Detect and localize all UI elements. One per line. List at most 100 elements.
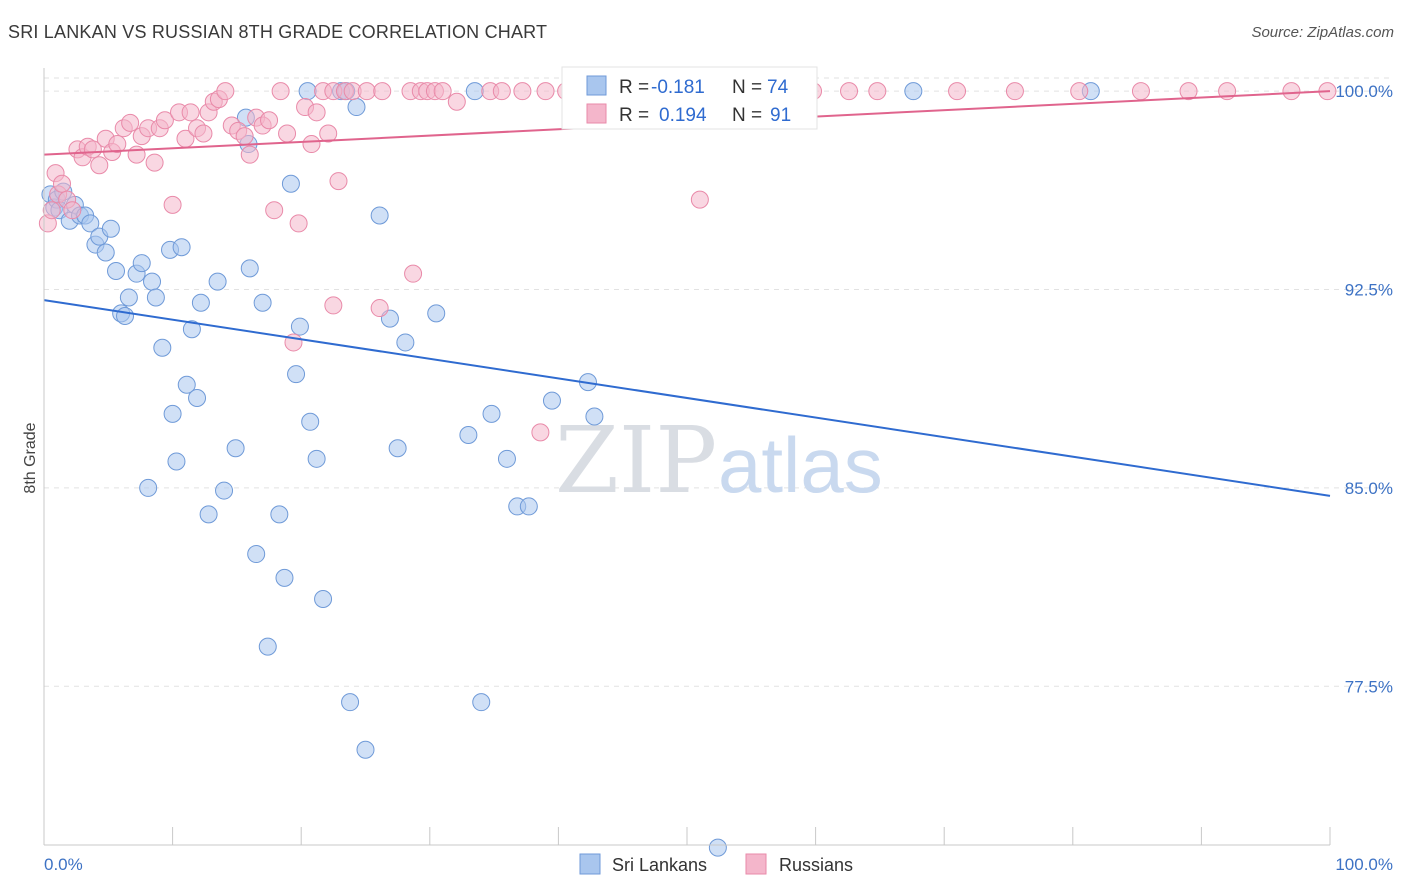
point-russians-1: [42, 201, 61, 220]
point-sri-lankans-32: [199, 505, 218, 524]
point-russians-82: [1131, 82, 1150, 101]
stats-legend: R = -0.181 N = 74 R = 0.194 N = 91: [561, 66, 818, 130]
point-russians-16: [121, 113, 140, 132]
point-sri-lankans-35: [226, 439, 245, 458]
legend-n-value-1: 91: [770, 105, 791, 126]
point-sri-lankans-46: [290, 317, 309, 336]
watermark: ZIP atlas: [555, 407, 883, 514]
point-sri-lankans-13: [101, 219, 120, 238]
point-russians-55: [373, 82, 392, 101]
point-russians-81: [1070, 82, 1089, 101]
point-sri-lankans-42: [270, 505, 289, 524]
point-russians-61: [447, 92, 466, 111]
point-sri-lankans-23: [153, 338, 172, 357]
point-russians-65: [536, 82, 555, 101]
point-russians-20: [145, 153, 164, 172]
point-russians-60: [433, 82, 452, 101]
point-sri-lankans-28: [177, 375, 196, 394]
legend-r-value-1: 0.194: [659, 105, 707, 126]
point-sri-lankans-54: [347, 98, 366, 117]
point-russians-26: [181, 103, 200, 122]
series-russians-points: [38, 82, 1337, 442]
point-russians-54: [357, 82, 376, 101]
point-sri-lankans-39: [247, 545, 266, 564]
watermark-zip: ZIP: [555, 407, 717, 514]
legend-n-label-0: N =: [732, 77, 762, 98]
point-sri-lankans-60: [427, 304, 446, 323]
point-russians-35: [235, 127, 254, 146]
point-sri-lankans-14: [107, 262, 126, 281]
point-russians-11: [90, 156, 109, 175]
legend-r-value-0: -0.181: [651, 77, 705, 98]
y-tick-label-2: 92.5%: [1345, 281, 1393, 300]
point-sri-lankans-50: [314, 590, 333, 609]
point-sri-lankans-41: [258, 637, 277, 656]
point-russians-17: [127, 145, 146, 164]
point-sri-lankans-30: [188, 388, 207, 407]
point-russians-79: [948, 82, 967, 101]
point-sri-lankans-49: [307, 449, 326, 468]
point-sri-lankans-71: [904, 82, 923, 101]
point-sri-lankans-17: [119, 288, 138, 307]
point-sri-lankans-19: [132, 254, 151, 273]
legend-swatch-russians: [586, 103, 607, 124]
point-russians-87: [324, 296, 343, 315]
point-sri-lankans-31: [191, 293, 210, 312]
point-russians-47: [307, 103, 326, 122]
point-sri-lankans-55: [356, 740, 375, 759]
y-tick-label-0: 77.5%: [1345, 677, 1393, 696]
trend-line-sri-lankans: [43, 299, 1331, 497]
y-tick-labels: 77.5% 85.0% 92.5% 100.0%: [1335, 82, 1393, 696]
axes: [43, 68, 1331, 846]
point-russians-64: [513, 82, 532, 101]
point-russians-78: [868, 82, 887, 101]
point-sri-lankans-73: [708, 838, 727, 857]
point-russians-49: [319, 124, 338, 143]
point-sri-lankans-53: [341, 693, 360, 712]
point-russians-36: [240, 145, 259, 164]
point-sri-lankans-40: [253, 293, 272, 312]
point-russians-22: [155, 111, 174, 130]
point-sri-lankans-70: [585, 407, 604, 426]
point-russians-71: [690, 190, 709, 209]
point-sri-lankans-21: [143, 272, 162, 291]
chart-source: Source: ZipAtlas.com: [1251, 24, 1394, 41]
point-sri-lankans-61: [459, 426, 478, 445]
y-axis-title: 8th Grade: [22, 422, 39, 493]
point-russians-88: [370, 299, 389, 318]
point-sri-lankans-12: [96, 243, 115, 262]
point-sri-lankans-33: [208, 272, 227, 291]
legend-n-value-0: 74: [767, 77, 789, 98]
point-russians-4: [53, 174, 72, 193]
legend-n-label-1: N =: [732, 105, 762, 126]
watermark-atlas: atlas: [718, 421, 883, 509]
point-sri-lankans-22: [146, 288, 165, 307]
y-tick-label-3: 100.0%: [1335, 82, 1393, 101]
bottom-legend-swatch-russians: [745, 853, 767, 875]
point-sri-lankans-63: [472, 693, 491, 712]
point-russians-32: [216, 82, 235, 101]
point-russians-46: [302, 135, 321, 154]
point-sri-lankans-29: [182, 320, 201, 339]
legend-swatch-sri-lankans: [586, 75, 607, 96]
point-sri-lankans-26: [167, 452, 186, 471]
point-sri-lankans-43: [275, 568, 294, 587]
chart-title: SRI LANKAN VS RUSSIAN 8TH GRADE CORRELAT…: [8, 22, 548, 42]
bottom-legend-label-sri-lankans: Sri Lankans: [612, 855, 707, 875]
x-tick-labels: 0.0% 100.0%: [44, 855, 1393, 874]
point-russians-51: [329, 172, 348, 191]
point-russians-42: [278, 124, 297, 143]
point-sri-lankans-27: [172, 238, 191, 257]
grid-lines: [44, 77, 1392, 687]
point-sri-lankans-56: [370, 206, 389, 225]
legend-r-label-0: R =: [619, 77, 649, 98]
point-sri-lankans-64: [482, 404, 501, 423]
point-sri-lankans-67: [519, 497, 538, 516]
point-sri-lankans-34: [215, 481, 234, 500]
point-russians-23: [163, 195, 182, 214]
point-sri-lankans-9: [81, 214, 100, 233]
point-sri-lankans-20: [139, 478, 158, 497]
point-sri-lankans-48: [301, 412, 320, 431]
bottom-legend-swatch-sri-lankans: [579, 853, 601, 875]
